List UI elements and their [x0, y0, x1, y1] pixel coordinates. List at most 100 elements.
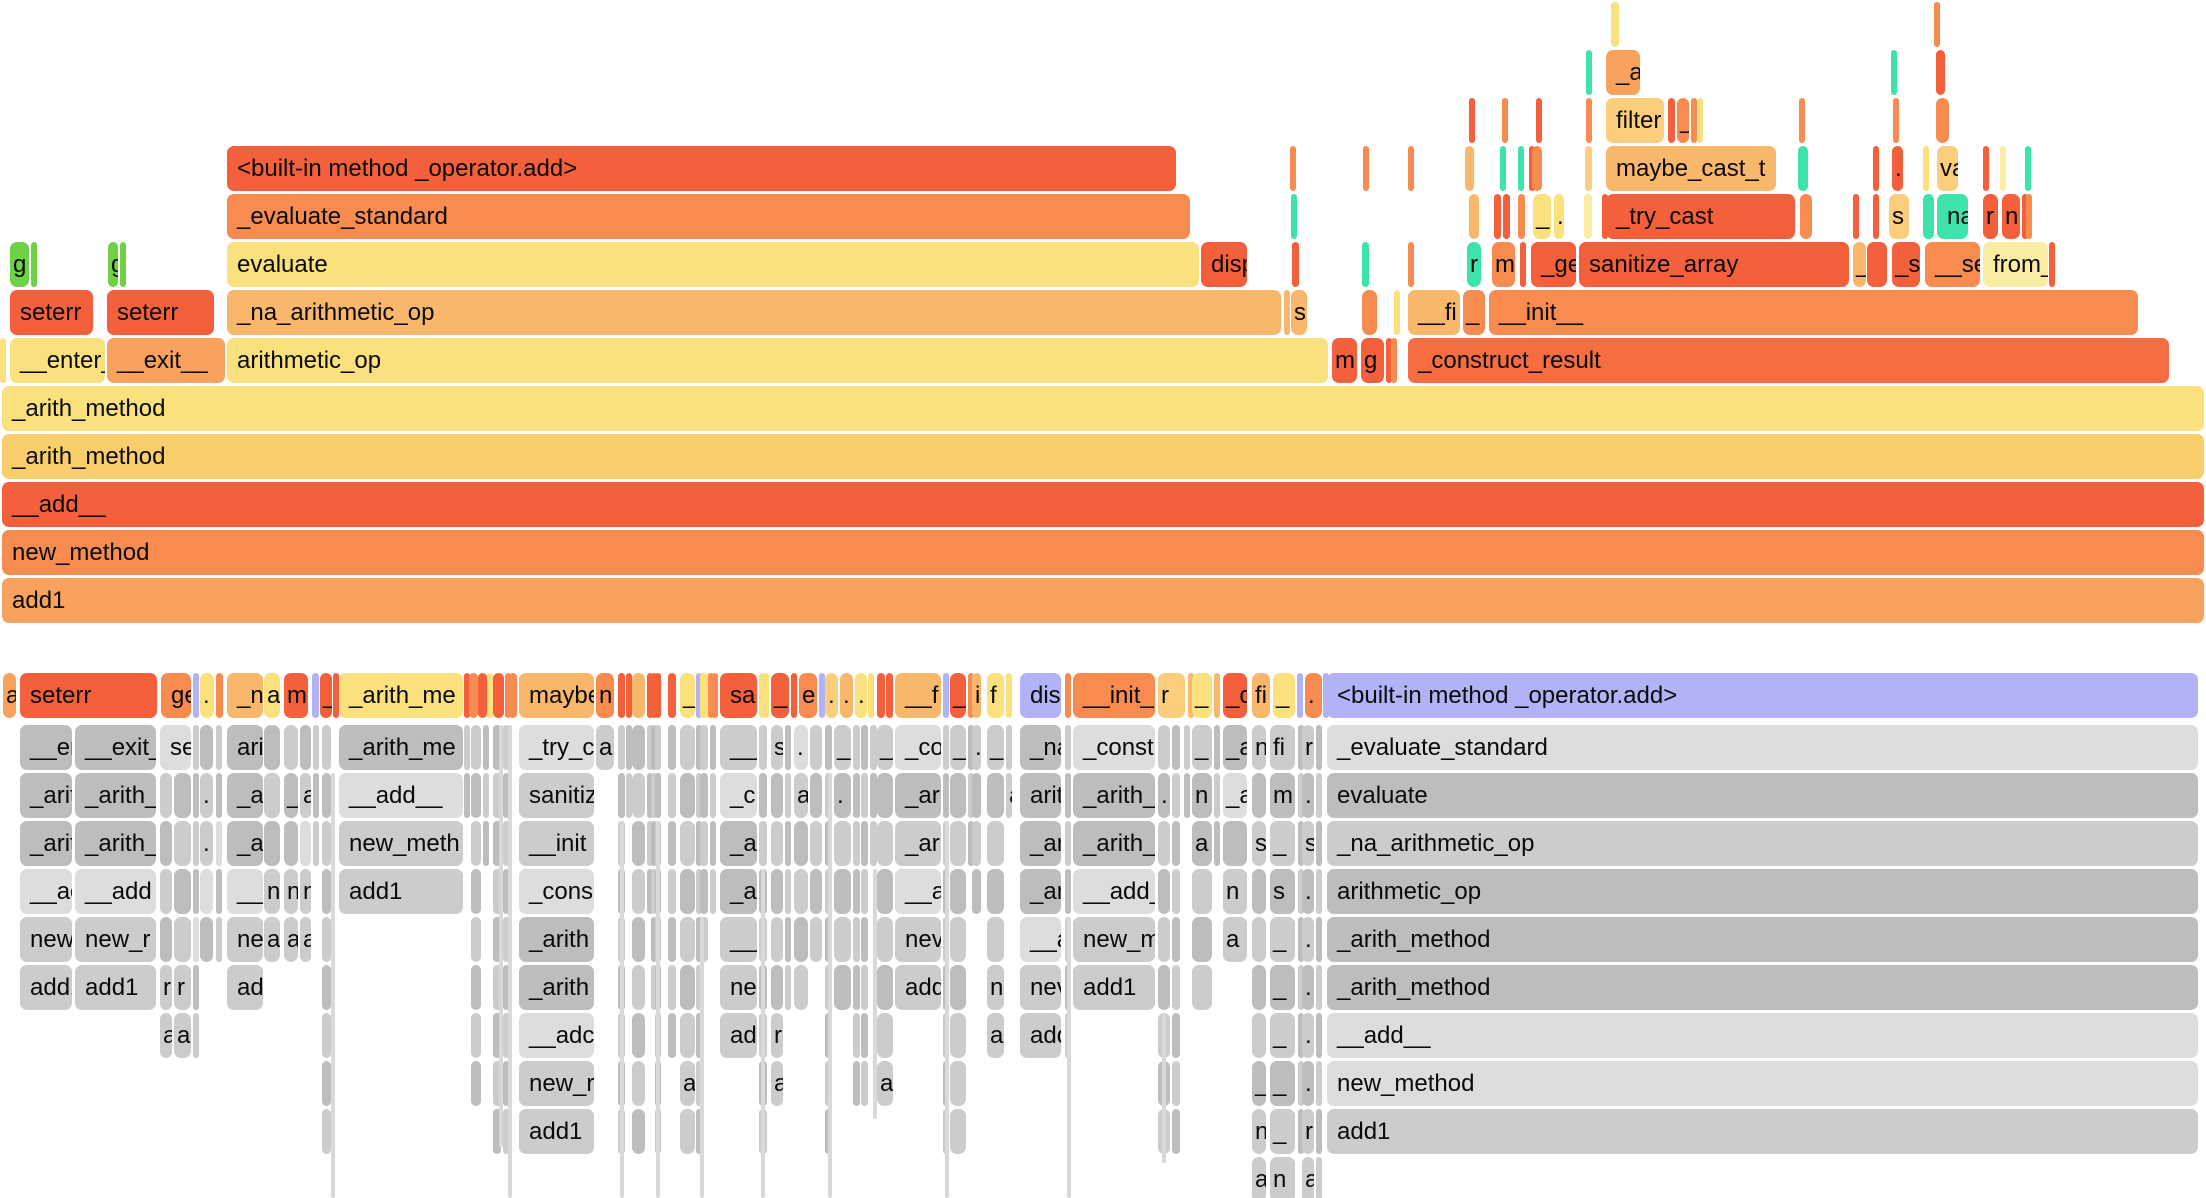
caller-frame[interactable]: ad — [720, 1013, 757, 1058]
caller-frame[interactable] — [950, 869, 966, 914]
caller-frame[interactable] — [680, 869, 695, 914]
caller-frame[interactable] — [696, 1013, 702, 1058]
caller-frame[interactable] — [1184, 773, 1190, 818]
flame-frame[interactable]: _ — [1533, 194, 1551, 239]
caller-frame[interactable]: _ — [1252, 1061, 1266, 1106]
caller-frame[interactable]: _na_arithmetic_op — [1327, 821, 2198, 866]
flame-frame[interactable] — [1465, 146, 1474, 191]
caller-frame[interactable]: a — [794, 773, 808, 818]
selected-frame-instance[interactable] — [1323, 673, 1329, 718]
selected-frame-instance[interactable] — [312, 673, 319, 718]
selected-frame-instance[interactable] — [943, 673, 949, 718]
caller-frame[interactable]: _ — [1270, 821, 1295, 866]
caller-frame[interactable]: _na — [1020, 725, 1061, 770]
caller-frame[interactable]: _ — [1192, 725, 1212, 770]
caller-frame[interactable] — [668, 869, 676, 914]
caller-frame[interactable]: _evaluate_standard — [1327, 725, 2198, 770]
caller-frame[interactable] — [160, 773, 172, 818]
caller-root-frame[interactable]: sa — [720, 673, 757, 718]
flame-frame[interactable] — [2000, 146, 2006, 191]
caller-frame[interactable]: add — [1020, 1013, 1061, 1058]
caller-frame[interactable] — [632, 1013, 645, 1058]
flame-frame[interactable]: _arith_method — [2, 434, 2204, 479]
caller-frame[interactable] — [632, 1109, 645, 1154]
caller-frame[interactable] — [1172, 773, 1180, 818]
flame-frame[interactable] — [1520, 242, 1526, 287]
caller-frame[interactable]: _arith_method — [1327, 965, 2198, 1010]
caller-frame[interactable]: n — [1223, 869, 1247, 914]
caller-frame[interactable] — [493, 1061, 501, 1106]
caller-root-frame[interactable]: . — [855, 673, 867, 718]
flame-frame[interactable]: __fi — [1408, 290, 1460, 335]
caller-frame[interactable] — [785, 821, 791, 866]
caller-frame[interactable] — [771, 821, 783, 866]
flame-frame[interactable] — [1936, 98, 1949, 143]
caller-frame[interactable] — [464, 773, 470, 818]
caller-frame[interactable] — [1172, 1013, 1180, 1058]
caller-frame[interactable]: . — [972, 725, 981, 770]
flame-frame[interactable] — [1867, 242, 1887, 287]
caller-frame[interactable]: ne — [720, 965, 757, 1010]
caller-frame[interactable]: new_meth — [339, 821, 463, 866]
flame-frame[interactable]: _ — [1677, 98, 1689, 143]
caller-frame[interactable] — [710, 821, 716, 866]
caller-root-frame[interactable]: seterr — [20, 673, 157, 718]
flame-frame[interactable]: g — [1361, 338, 1384, 383]
caller-root-frame[interactable]: _c — [1223, 673, 1247, 718]
caller-frame[interactable] — [655, 773, 661, 818]
caller-frame[interactable] — [322, 725, 331, 770]
flame-frame[interactable] — [1853, 194, 1859, 239]
caller-frame[interactable]: __adc — [519, 1013, 594, 1058]
caller-frame[interactable] — [493, 917, 501, 962]
caller-frame[interactable]: add1 — [1073, 965, 1155, 1010]
flame-frame[interactable] — [1585, 146, 1592, 191]
caller-frame[interactable] — [861, 1013, 868, 1058]
caller-frame[interactable] — [471, 821, 481, 866]
caller-frame[interactable] — [1172, 917, 1180, 962]
flame-frame[interactable] — [1386, 338, 1392, 383]
caller-frame[interactable] — [647, 725, 653, 770]
caller-frame[interactable]: _arith_method — [1327, 917, 2198, 962]
flame-frame[interactable]: __enter_ — [10, 338, 105, 383]
caller-frame[interactable]: . — [794, 725, 808, 770]
caller-frame[interactable] — [1316, 821, 1322, 866]
caller-frame[interactable] — [972, 821, 981, 866]
caller-root-frame[interactable]: a — [3, 673, 16, 718]
caller-frame[interactable] — [785, 917, 791, 962]
caller-root-frame[interactable]: _ — [1192, 673, 1212, 718]
caller-frame[interactable] — [1065, 869, 1071, 914]
caller-frame[interactable]: __ — [720, 917, 757, 962]
caller-root-frame[interactable] — [886, 673, 893, 718]
caller-root-frame[interactable] — [509, 673, 517, 718]
flame-frame[interactable]: __se — [1925, 242, 1980, 287]
caller-frame[interactable] — [696, 965, 702, 1010]
caller-frame[interactable] — [861, 917, 868, 962]
caller-frame[interactable]: _a — [720, 869, 757, 914]
caller-frame[interactable] — [870, 821, 877, 866]
caller-frame[interactable] — [668, 965, 676, 1010]
caller-frame[interactable] — [1158, 965, 1170, 1010]
caller-frame[interactable] — [1252, 773, 1266, 818]
caller-frame[interactable] — [877, 917, 893, 962]
caller-frame[interactable] — [193, 869, 199, 914]
caller-frame[interactable] — [943, 773, 949, 818]
caller-frame[interactable] — [794, 821, 808, 866]
caller-frame[interactable] — [284, 725, 298, 770]
caller-frame[interactable] — [1316, 1013, 1322, 1058]
caller-frame[interactable] — [1298, 773, 1304, 818]
caller-frame[interactable] — [216, 821, 222, 866]
caller-frame[interactable] — [632, 821, 645, 866]
caller-frame[interactable] — [834, 965, 851, 1010]
caller-frame[interactable] — [794, 917, 808, 962]
caller-frame[interactable] — [493, 773, 501, 818]
caller-frame[interactable] — [322, 773, 331, 818]
caller-frame[interactable] — [160, 917, 172, 962]
caller-frame[interactable] — [200, 869, 213, 914]
flame-frame[interactable] — [1469, 194, 1479, 239]
caller-frame[interactable] — [1298, 1109, 1304, 1154]
caller-frame[interactable]: n — [1252, 1109, 1266, 1154]
caller-frame[interactable]: _arith — [519, 917, 594, 962]
flame-frame[interactable] — [1494, 194, 1501, 239]
flame-frame[interactable] — [2049, 242, 2055, 287]
flame-frame[interactable] — [1799, 98, 1805, 143]
